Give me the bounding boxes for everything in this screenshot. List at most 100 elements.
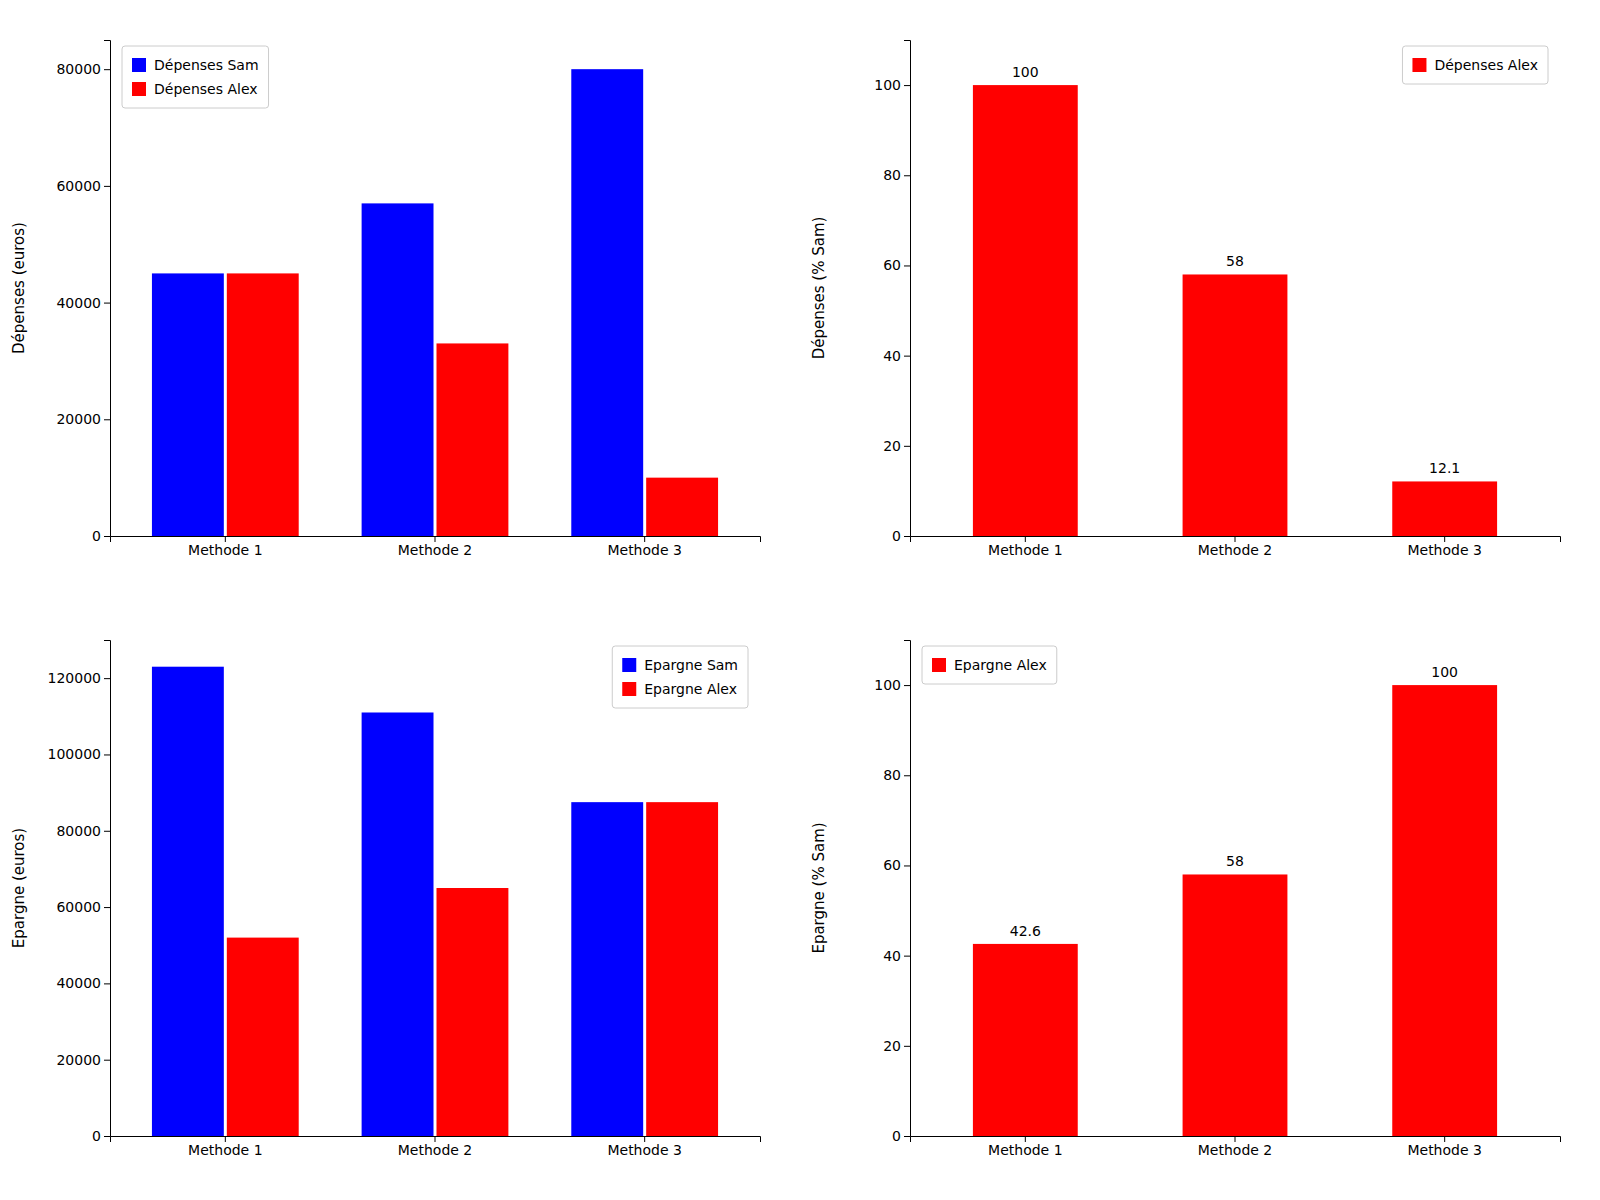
y-tick: 80000 [56, 61, 110, 77]
bar [646, 802, 718, 1136]
x-tick: Methode 2 [398, 536, 472, 558]
x-tick: Methode 3 [607, 536, 681, 558]
x-tick-label: Methode 2 [398, 542, 472, 558]
y-axis: 0 20 40 60 80 100 [874, 641, 910, 1144]
y-tick-label: 60000 [56, 899, 101, 915]
bars [973, 85, 1497, 536]
x-tick-label: Methode 2 [1198, 542, 1272, 558]
y-tick-label: 20 [883, 438, 901, 454]
y-axis-label: Epargne (euros) [10, 828, 28, 948]
y-tick-mark [104, 186, 110, 187]
y-tick-label: 100 [874, 677, 901, 693]
legend-item: Dépenses Sam [132, 57, 259, 73]
legend: Epargne Alex [922, 646, 1057, 684]
legend-item: Epargne Sam [622, 657, 738, 673]
y-tick-label: 60 [883, 857, 901, 873]
chart-svg: 020000400006000080000Methode 1Methode 2M… [0, 0, 1600, 1200]
axis-domain [904, 641, 911, 1137]
y-tick: 40 [883, 948, 910, 964]
x-tick-label: Methode 1 [988, 542, 1062, 558]
y-tick-label: 20 [883, 1038, 901, 1054]
bars [152, 667, 718, 1136]
y-tick: 100000 [48, 746, 110, 762]
x-tick-label: Methode 1 [188, 542, 262, 558]
y-tick-mark [904, 175, 910, 176]
x-axis: Methode 1Methode 2Methode 3 [111, 1136, 761, 1158]
y-tick-label: 80 [883, 167, 901, 183]
x-tick: Methode 2 [1198, 536, 1272, 558]
y-axis-label: Dépenses (euros) [10, 222, 28, 354]
legend-label: Epargne Alex [954, 657, 1047, 673]
data-label: 100 [1012, 64, 1039, 80]
x-tick: Methode 1 [188, 536, 262, 558]
y-axis: 020000400006000080000100000120000 [48, 641, 111, 1144]
bar [973, 85, 1078, 536]
y-tick-label: 100 [874, 77, 901, 93]
panel: 020000400006000080000Methode 1Methode 2M… [10, 41, 761, 558]
y-tick-label: 20000 [56, 411, 101, 427]
y-tick: 20 [883, 1038, 910, 1054]
x-tick: Methode 1 [988, 536, 1062, 558]
legend-item: Epargne Alex [622, 681, 737, 697]
x-tick: Methode 2 [1198, 1136, 1272, 1158]
x-tick-label: Methode 2 [398, 1142, 472, 1158]
bar-series [152, 667, 643, 1136]
bar [436, 343, 508, 536]
y-tick-label: 20000 [56, 1052, 101, 1068]
y-tick: 20000 [56, 411, 110, 427]
y-tick-mark [104, 983, 110, 984]
y-tick-mark [904, 685, 910, 686]
legend-swatch [932, 658, 946, 672]
y-tick-label: 0 [892, 528, 901, 544]
y-tick-label: 0 [892, 1128, 901, 1144]
y-tick: 40 [883, 348, 910, 364]
panel: 020406080100Methode 1Methode 2Methode 3E… [810, 641, 1561, 1158]
y-tick-mark [104, 754, 110, 755]
legend: Dépenses Alex [1402, 46, 1548, 84]
y-tick-mark [104, 536, 110, 537]
bar-series [227, 802, 718, 1136]
legend-swatch [622, 682, 636, 696]
legend: Epargne Sam Epargne Alex [612, 646, 748, 708]
bar [646, 478, 718, 536]
y-tick: 120000 [48, 670, 110, 686]
y-tick-label: 0 [92, 528, 101, 544]
bar [973, 944, 1078, 1136]
y-tick: 0 [92, 1128, 110, 1144]
y-tick: 60000 [56, 899, 110, 915]
bars [152, 69, 718, 536]
y-tick-mark [904, 1136, 910, 1137]
legend-item: Epargne Alex [932, 657, 1047, 673]
y-tick-mark [104, 303, 110, 304]
bar [571, 802, 643, 1136]
y-tick: 0 [892, 1128, 910, 1144]
y-tick-mark [904, 775, 910, 776]
y-tick-mark [904, 865, 910, 866]
x-tick-label: Methode 2 [1198, 1142, 1272, 1158]
legend-swatch [1412, 58, 1426, 72]
y-tick-mark [904, 956, 910, 957]
y-tick-label: 40000 [56, 975, 101, 991]
legend: Dépenses Sam Dépenses Alex [122, 46, 269, 108]
bar [1183, 274, 1288, 536]
bar [1392, 685, 1497, 1136]
legend-item: Dépenses Alex [132, 81, 258, 97]
legend-label: Dépenses Alex [1434, 57, 1538, 73]
legend-label: Epargne Sam [644, 657, 738, 673]
y-tick-mark [904, 1046, 910, 1047]
y-tick: 80 [883, 767, 910, 783]
data-label: 100 [1431, 664, 1458, 680]
bar [362, 203, 434, 536]
x-tick: Methode 3 [607, 1136, 681, 1158]
y-tick: 100 [874, 77, 910, 93]
legend-label: Dépenses Alex [154, 81, 258, 97]
y-tick-label: 40000 [56, 295, 101, 311]
bar-series [227, 273, 718, 536]
y-tick-label: 40 [883, 348, 901, 364]
bar [1183, 874, 1288, 1136]
y-tick: 80 [883, 167, 910, 183]
y-tick-mark [904, 85, 910, 86]
x-tick-label: Methode 3 [607, 542, 681, 558]
y-tick-label: 80 [883, 767, 901, 783]
x-tick-label: Methode 1 [988, 1142, 1062, 1158]
